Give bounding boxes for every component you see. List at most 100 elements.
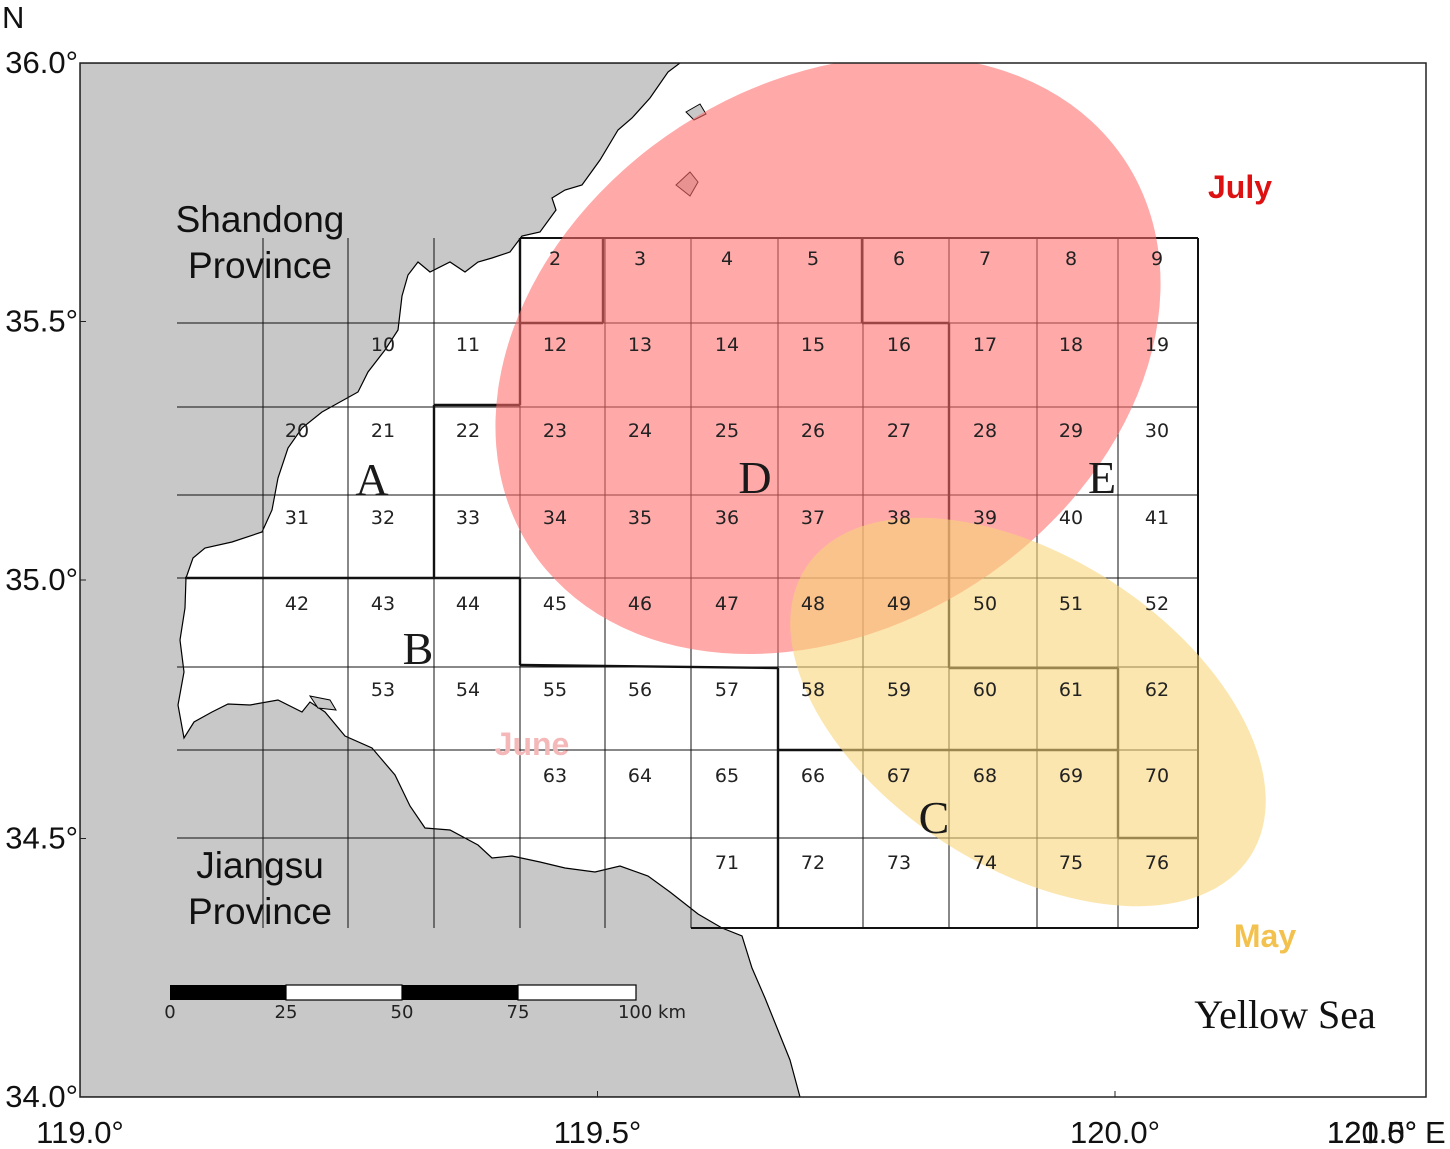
grid-cell-number: 57 [715,679,739,701]
scale-label: 100 km [618,1002,686,1023]
zone-label-a: A [355,454,388,505]
grid-cell-number: 10 [371,334,395,356]
grid-cell-number: 16 [887,334,911,356]
grid-cell-number: 5 [807,248,819,270]
grid-cell-number: 63 [543,765,567,787]
grid-cell-number: 61 [1059,679,1083,701]
scale-bar: 0 25 50 75 100 km [164,984,686,1023]
grid-cell-number: 9 [1151,248,1163,270]
longitude-tick-label: 120.0° [1070,1115,1160,1149]
zone-label-d: D [738,452,771,503]
month-label-july: July [1208,169,1272,205]
grid-cell-number: 21 [371,420,395,442]
island [308,695,337,711]
grid-cell-number: 59 [887,679,911,701]
grid-cell-number: 2 [549,248,561,270]
shandong-label: Shandong [176,199,345,240]
grid-cell-number: 37 [801,507,825,529]
grid-cell-number: 46 [628,593,652,615]
grid-cell-number: 64 [628,765,652,787]
zone-label-b: B [403,623,434,674]
grid-cell-number: 3 [634,248,646,270]
grid-cell-number: 53 [371,679,395,701]
jiangsu-label: Jiangsu [196,845,324,886]
grid-cell-number: 50 [973,593,997,615]
grid-cell-number: 31 [285,507,309,529]
grid-cell-number: 47 [715,593,739,615]
grid-cell-number: 73 [887,852,911,874]
scale-label: 25 [275,1002,298,1023]
latitude-tick-label: 35.0° [5,562,78,597]
month-label-june: June [495,726,570,762]
grid-cell-number: 25 [715,420,739,442]
grid-cell-number: 15 [801,334,825,356]
longitude-tick-label: 120.5° [1327,1115,1417,1149]
grid-cell-number: 52 [1145,593,1169,615]
grid-cell-number: 65 [715,765,739,787]
sea-label: Yellow Sea [1194,992,1376,1037]
grid-cell-number: 7 [979,248,991,270]
grid-cell-number: 6 [893,248,905,270]
grid-cell-number: 36 [715,507,739,529]
may-range [790,517,1266,907]
grid-cell-number: 43 [371,593,395,615]
shandong-label-line2: Province [188,245,332,286]
grid-cell-number: 14 [715,334,739,356]
grid-cell-number: 74 [973,852,997,874]
grid-cell-number: 34 [543,507,567,529]
july-range [495,63,1161,655]
grid-cell-number: 13 [628,334,652,356]
grid-cell-number: 35 [628,507,652,529]
grid-cell-number: 54 [456,679,480,701]
zone-label-e: E [1088,452,1116,503]
grid-cell-number: 51 [1059,593,1083,615]
grid-cell-number: 39 [973,507,997,529]
grid-cell-number: 28 [973,420,997,442]
grid-cell-number: 42 [285,593,309,615]
grid-cell-number: 20 [285,420,309,442]
grid-cell-number: 11 [456,334,480,356]
grid-cell-number: 8 [1065,248,1077,270]
grid-cell-number: 58 [801,679,825,701]
grid-cell-number: 18 [1059,334,1083,356]
grid-cell-number: 55 [543,679,567,701]
longitude-tick-label: 121.0° [1327,1115,1417,1149]
longitude-tick-label: 119.5° [554,1115,642,1149]
grid-cell-number: 60 [973,679,997,701]
latitude-tick-label: 36.0° [5,45,78,80]
grid-cell-number: 69 [1059,765,1083,787]
longitude-tick-label: 119.0° [36,1115,124,1149]
latitude-tick-label: 34.0° [5,1079,78,1114]
grid-cell-number: 19 [1145,334,1169,356]
grid-cell-number: 72 [801,852,825,874]
grid-cell-number: 70 [1145,765,1169,787]
grid-cell-number: 67 [887,765,911,787]
scale-label: 0 [164,1002,175,1023]
grid-cell-number: 4 [721,248,733,270]
grid-cell-number: 68 [973,765,997,787]
month-label-may: May [1234,918,1296,954]
grid-cell-number: 32 [371,507,395,529]
grid-cell-number: 75 [1059,852,1083,874]
grid-cell-number: 29 [1059,420,1083,442]
scale-label: 50 [391,1002,414,1023]
latitude-tick-label: 34.5° [5,821,78,856]
grid-cell-number: 12 [543,334,567,356]
grid-cell-number: 71 [715,852,739,874]
grid-cell-number: 33 [456,507,480,529]
north-label: N [2,0,24,35]
scale-label: 75 [507,1002,530,1023]
grid-cell-number: 27 [887,420,911,442]
grid-cell-number: 24 [628,420,652,442]
grid-cell-number: 41 [1145,507,1169,529]
longitude-tick-label: 121.5° [1327,1115,1417,1149]
grid-cell-number: 76 [1145,852,1169,874]
axis-labels: 36.0°35.5°35.0°34.5°34.0°119.0° 119.5° 120… [5,45,1417,1149]
jiangsu-label-line2: Province [188,891,332,932]
grid-cell-number: 40 [1059,507,1083,529]
grid-cell-number: 48 [801,593,825,615]
grid-cell-number: 22 [456,420,480,442]
grid-cell-number: 38 [887,507,911,529]
